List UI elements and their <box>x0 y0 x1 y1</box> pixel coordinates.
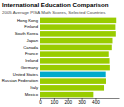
y-tick: Finland <box>24 24 38 29</box>
x-tick: 200 <box>64 98 72 105</box>
x-tick: 400 <box>92 98 100 105</box>
y-tick-label: Finland <box>24 24 38 29</box>
x-tick-label: 100 <box>51 100 59 105</box>
x-tick-label: 300 <box>78 100 86 105</box>
y-tick-label: United States <box>13 72 38 77</box>
y-tick: Russian Federation <box>2 78 39 83</box>
y-tick-label: France <box>25 51 39 56</box>
bar <box>40 38 112 44</box>
subtitle: 2005 Average PISA Math Scores, Selected … <box>2 10 106 15</box>
y-tick: United States <box>13 72 38 77</box>
bar <box>40 58 110 64</box>
y-tick-label: Germany <box>21 65 39 70</box>
y-tick: Hong Kong <box>17 18 39 23</box>
y-tick-label: South Korea <box>15 31 39 36</box>
bar <box>40 31 116 37</box>
y-tick: Canada <box>23 45 38 50</box>
x-tick-label: 400 <box>92 100 100 105</box>
x-axis: 0 100 200 300 400 <box>39 98 119 105</box>
bar <box>40 92 93 98</box>
y-tick: South Korea <box>15 31 39 36</box>
bar <box>40 72 106 78</box>
bars <box>40 18 116 98</box>
y-tick-label: Mexico <box>25 92 39 97</box>
chart: International Education Comparison 2005 A… <box>0 0 124 107</box>
x-axis-line <box>41 98 120 99</box>
bar <box>40 85 104 91</box>
y-tick-label: Ireland <box>25 58 38 63</box>
y-tick-label: Japan <box>27 38 39 43</box>
y-tick-label: Russian Federation <box>2 78 39 83</box>
y-tick: Germany <box>21 65 39 70</box>
x-tick: 300 <box>78 98 86 105</box>
bar <box>40 65 110 71</box>
y-tick-label: Italy <box>30 85 39 90</box>
bar <box>40 51 109 57</box>
y-tick: Italy <box>30 85 39 90</box>
plot: 0 100 200 300 400 Hong KongFinland South Korea… <box>2 18 120 106</box>
y-tick: Ireland <box>25 58 38 63</box>
bar <box>40 78 106 84</box>
bar <box>40 18 116 24</box>
y-tick-label: Canada <box>23 45 38 50</box>
x-tick: 0 <box>39 98 42 105</box>
x-tick: 100 <box>51 98 59 105</box>
y-tick: Japan <box>27 38 39 43</box>
y-tick-label: Hong Kong <box>17 18 39 23</box>
title: International Education Comparison <box>2 1 109 8</box>
x-tick-label: 200 <box>64 100 72 105</box>
bar <box>40 24 115 30</box>
y-axis: Hong KongFinland South Korea Japan CanadaFr… <box>2 18 39 97</box>
bar <box>40 45 112 51</box>
y-tick: Mexico <box>25 92 39 97</box>
y-tick: France <box>25 51 39 56</box>
x-tick-label: 0 <box>39 100 42 105</box>
